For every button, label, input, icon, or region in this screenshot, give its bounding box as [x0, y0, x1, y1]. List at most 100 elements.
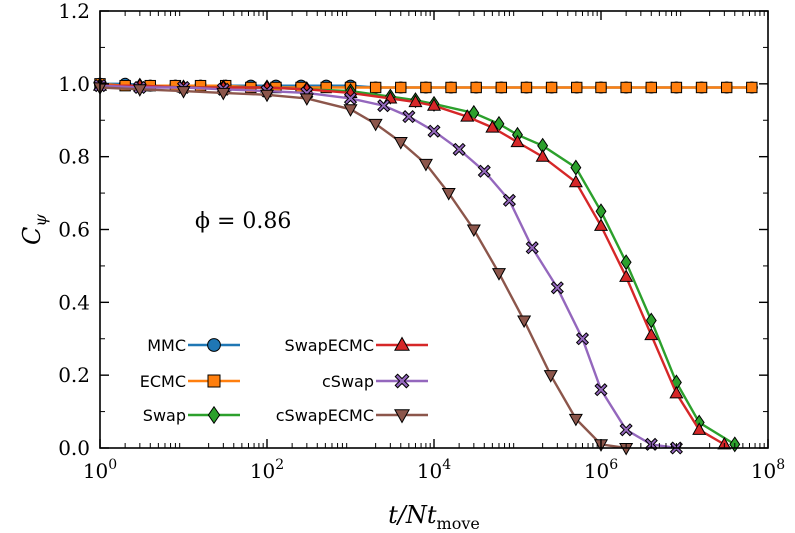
data-point-cswap: [525, 241, 539, 255]
legend-marker: [394, 336, 410, 351]
data-point-cswap: [550, 281, 564, 295]
series-line-cswap: [99, 84, 677, 450]
legend-label: cSwap: [322, 372, 374, 391]
data-point-ecmc: [395, 81, 407, 94]
y-axis-label: Cψ: [18, 214, 50, 245]
legend-marker: [207, 405, 221, 425]
data-point-swapecmc: [619, 269, 634, 282]
y-tick-label: 0.0: [58, 436, 90, 460]
x-tick-label: 100: [83, 457, 117, 483]
legend-label: SwapECMC: [285, 336, 374, 355]
data-point-swapecmc: [692, 422, 707, 435]
data-point-cswapecmc: [393, 137, 408, 150]
data-point-cswapecmc: [343, 104, 358, 117]
data-point-ecmc: [670, 81, 683, 94]
data-point-ecmc: [695, 81, 708, 94]
data-point-cswap: [619, 423, 633, 437]
data-point-cswapecmc: [491, 268, 507, 281]
data-point-cswapecmc: [368, 118, 383, 132]
x-tick-label: 106: [584, 457, 618, 483]
data-point-ecmc: [545, 81, 558, 94]
y-tick-label: 1.0: [58, 72, 90, 96]
data-point-ecmc: [320, 81, 332, 94]
legend-label: Swap: [143, 406, 186, 425]
data-point-swapecmc: [460, 109, 475, 122]
y-tick-label: 0.2: [58, 363, 90, 387]
legend-entry-cswapecmc: cSwapECMC: [276, 406, 428, 425]
x-axis-label: t/Ntmove: [388, 501, 480, 533]
legend-marker: [394, 373, 410, 389]
data-point-cswap: [402, 110, 416, 124]
x-tick-label: 102: [250, 457, 284, 483]
legend-marker: [394, 409, 410, 424]
data-point-swapecmc: [644, 327, 659, 341]
data-point-ecmc: [720, 81, 733, 94]
data-point-ecmc: [470, 81, 482, 94]
data-point-ecmc: [595, 81, 607, 94]
legend-label: cSwapECMC: [276, 406, 374, 425]
data-point-cswapecmc: [517, 315, 532, 329]
data-point-ecmc: [571, 81, 583, 94]
data-point-swapecmc: [485, 120, 500, 133]
series-cswapecmc: [92, 82, 634, 456]
series-layer: [92, 77, 758, 456]
series-line-swapecmc: [100, 84, 725, 446]
data-point-cswap: [452, 142, 466, 156]
data-point-cswapecmc: [543, 370, 558, 383]
data-point-swapecmc: [426, 98, 442, 111]
data-point-cswapecmc: [216, 87, 231, 101]
data-point-cswapecmc: [568, 413, 583, 427]
legend-label: ECMC: [140, 372, 186, 391]
x-tick-label: 108: [751, 457, 785, 483]
data-point-cswap: [502, 193, 516, 207]
ticks-layer: [99, 10, 769, 449]
legend-entry-ecmc: ECMC: [140, 372, 240, 391]
data-point-cswapecmc: [418, 158, 433, 172]
legend-marker: [207, 338, 221, 352]
data-point-ecmc: [369, 81, 382, 94]
x-tick-label: 104: [417, 457, 451, 483]
data-point-ecmc: [445, 81, 457, 94]
data-point-cswapecmc: [466, 224, 481, 238]
data-point-cswapecmc: [176, 86, 191, 99]
data-point-cswap: [477, 164, 491, 178]
series-line-cswapecmc: [99, 86, 627, 450]
legend-entry-swap: Swap: [143, 405, 240, 425]
y-tick-label: 0.6: [58, 218, 90, 242]
series-cswap: [93, 79, 683, 455]
data-point-cswap: [343, 91, 358, 105]
data-point-swapecmc: [593, 218, 609, 231]
labels-layer: 100 102 104 106 108 0.0 0.2 0.4 0.6 0.8 1.0 1.2 t/Nt…: [18, 0, 785, 533]
data-point-cswap: [377, 99, 391, 113]
series-swapecmc: [92, 78, 732, 450]
data-point-cswap: [575, 332, 590, 346]
legend-entry-mmc: MMC: [147, 336, 240, 355]
data-point-cswap: [594, 383, 608, 397]
series-swap: [94, 77, 741, 453]
data-point-swapecmc: [568, 174, 583, 188]
data-point-ecmc: [620, 81, 632, 94]
data-point-ecmc: [645, 81, 657, 94]
legend: MMC ECMC Swap SwapECMC cSwap cSwapECMC: [140, 336, 428, 425]
data-point-cswapecmc: [132, 84, 147, 97]
y-tick-label: 0.4: [58, 290, 90, 314]
data-point-cswap: [427, 124, 441, 138]
data-point-cswapecmc: [441, 188, 456, 201]
data-point-swapecmc: [408, 94, 423, 108]
data-point-ecmc: [520, 81, 533, 94]
y-tick-label: 1.2: [58, 0, 90, 23]
data-point-swapecmc: [535, 149, 550, 162]
phi-annotation: ϕ = 0.86: [195, 209, 291, 234]
legend-label: MMC: [147, 336, 186, 355]
data-point-cswapecmc: [259, 89, 275, 103]
data-point-swapecmc: [510, 134, 525, 148]
legend-entry-swapecmc: SwapECMC: [285, 336, 428, 355]
data-point-cswapecmc: [299, 93, 314, 106]
data-point-ecmc: [420, 81, 432, 94]
series-line-swap: [100, 84, 736, 446]
data-point-ecmc: [746, 81, 758, 94]
y-tick-label: 0.8: [58, 145, 90, 169]
legend-entry-cswap: cSwap: [322, 372, 428, 391]
data-point-ecmc: [495, 81, 508, 94]
